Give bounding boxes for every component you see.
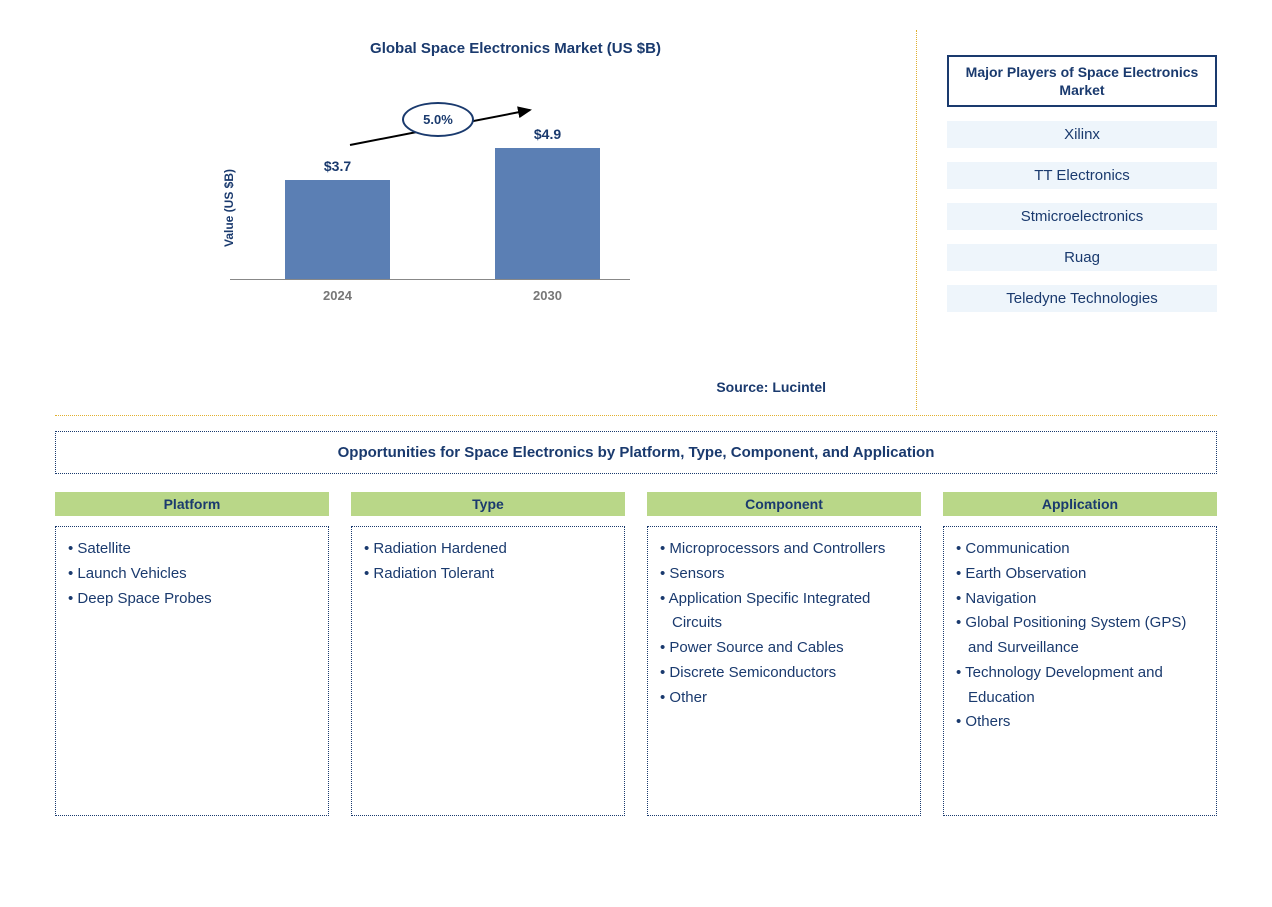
category-item: Communication bbox=[956, 537, 1204, 562]
category-item: Deep Space Probes bbox=[68, 587, 316, 612]
category-item: Launch Vehicles bbox=[68, 562, 316, 587]
category-header: Component bbox=[647, 492, 921, 516]
growth-rate-label: 5.0% bbox=[423, 112, 453, 127]
chart-title: Global Space Electronics Market (US $B) bbox=[115, 40, 916, 57]
players-title: Major Players of Space Electronics Marke… bbox=[947, 55, 1217, 107]
category-box: SatelliteLaunch VehiclesDeep Space Probe… bbox=[55, 526, 329, 816]
category-item: Others bbox=[956, 710, 1204, 735]
category-item: Discrete Semiconductors bbox=[660, 661, 908, 686]
category-item: Radiation Hardened bbox=[364, 537, 612, 562]
x-tick-label: 2030 bbox=[495, 288, 600, 303]
plot-area: 5.0% $3.72024$4.92030 bbox=[230, 120, 630, 280]
players-list: Xilinx TT Electronics Stmicroelectronics Ru… bbox=[947, 121, 1217, 312]
category-item: Other bbox=[660, 686, 908, 711]
section-divider bbox=[55, 415, 1217, 416]
category-box: Microprocessors and ControllersSensorsAp… bbox=[647, 526, 921, 816]
category-header: Type bbox=[351, 492, 625, 516]
growth-rate-badge: 5.0% bbox=[402, 102, 474, 137]
player-item: Stmicroelectronics bbox=[947, 203, 1217, 230]
category-item: Satellite bbox=[68, 537, 316, 562]
player-item: Teledyne Technologies bbox=[947, 285, 1217, 312]
chart-plot: Value (US $B) 5.0% $3.72024$4.92030 bbox=[220, 120, 640, 295]
x-tick-label: 2024 bbox=[285, 288, 390, 303]
category-item: Navigation bbox=[956, 587, 1204, 612]
chart-region: Global Space Electronics Market (US $B) … bbox=[55, 30, 917, 410]
category-column-type: Type Radiation HardenedRadiation Tolerant bbox=[351, 492, 625, 816]
category-item: Earth Observation bbox=[956, 562, 1204, 587]
category-item: Global Positioning System (GPS) and Surv… bbox=[956, 611, 1204, 661]
player-item: Ruag bbox=[947, 244, 1217, 271]
category-box: Radiation HardenedRadiation Tolerant bbox=[351, 526, 625, 816]
player-item: Xilinx bbox=[947, 121, 1217, 148]
categories-row: Platform SatelliteLaunch VehiclesDeep Spa… bbox=[55, 492, 1217, 816]
category-item: Microprocessors and Controllers bbox=[660, 537, 908, 562]
category-item: Radiation Tolerant bbox=[364, 562, 612, 587]
category-column-platform: Platform SatelliteLaunch VehiclesDeep Spa… bbox=[55, 492, 329, 816]
category-column-application: Application CommunicationEarth Observatio… bbox=[943, 492, 1217, 816]
source-label: Source: Lucintel bbox=[716, 379, 826, 395]
category-header: Platform bbox=[55, 492, 329, 516]
category-item: Power Source and Cables bbox=[660, 636, 908, 661]
category-header: Application bbox=[943, 492, 1217, 516]
category-item: Technology Development and Education bbox=[956, 661, 1204, 711]
category-item: Application Specific Integrated Circuits bbox=[660, 587, 908, 637]
category-column-component: Component Microprocessors and Controllers… bbox=[647, 492, 921, 816]
category-box: CommunicationEarth ObservationNavigation… bbox=[943, 526, 1217, 816]
bar-2024: $3.7 bbox=[285, 180, 390, 279]
opportunities-title: Opportunities for Space Electronics by P… bbox=[55, 431, 1217, 474]
category-item: Sensors bbox=[660, 562, 908, 587]
bar-2030: $4.9 bbox=[495, 148, 600, 279]
bar-value-label: $4.9 bbox=[495, 126, 600, 142]
bar-value-label: $3.7 bbox=[285, 158, 390, 174]
top-section: Global Space Electronics Market (US $B) … bbox=[55, 30, 1217, 410]
players-region: Major Players of Space Electronics Marke… bbox=[917, 30, 1217, 410]
player-item: TT Electronics bbox=[947, 162, 1217, 189]
